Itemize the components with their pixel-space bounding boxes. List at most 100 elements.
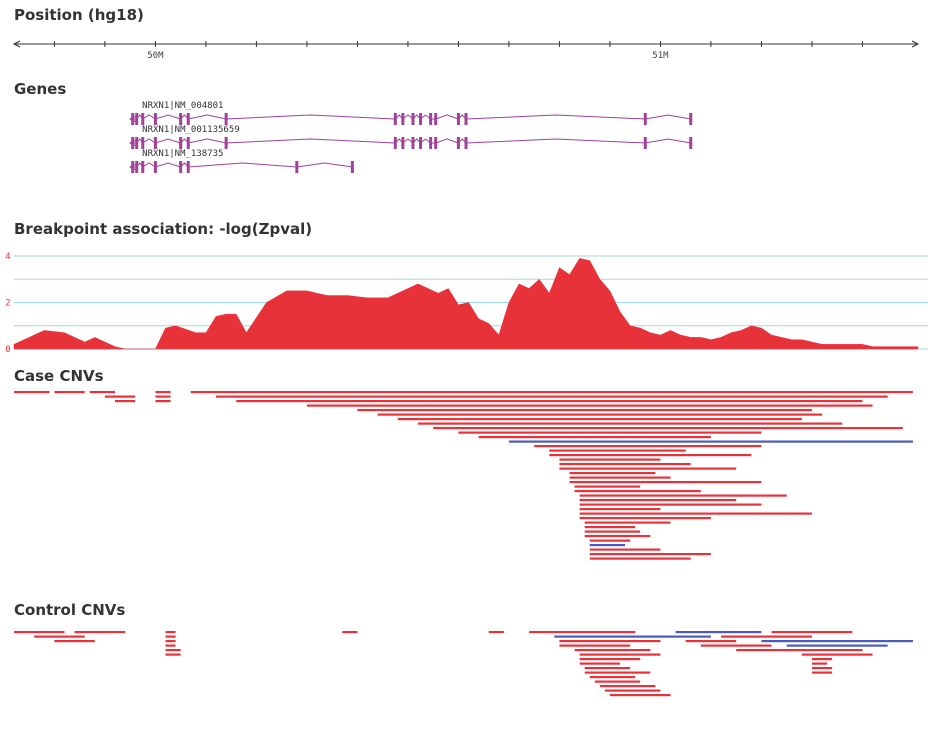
control-cnv-interval	[165, 640, 176, 643]
position-track-title: Position (hg18)	[14, 6, 144, 24]
case-cnv-interval	[589, 553, 711, 556]
gene-exon	[393, 137, 397, 149]
gene-exon	[186, 113, 190, 125]
gene-exon	[401, 137, 405, 149]
case-cnv-interval	[584, 521, 671, 524]
gene-exon	[434, 137, 438, 149]
gene-exon	[135, 137, 139, 149]
case-cnv-interval	[589, 539, 631, 542]
case-cnv-interval	[14, 391, 50, 394]
gene-exon	[643, 113, 647, 125]
case-cnv-interval	[579, 499, 737, 502]
control-cnv-interval	[761, 640, 913, 643]
case-cnv-interval	[584, 530, 641, 533]
case-cnv-interval	[559, 467, 737, 470]
gene-exon	[350, 161, 354, 173]
gene-intron-line	[132, 114, 691, 120]
control-cnv-interval	[736, 649, 863, 652]
ruler-tick-label: 50M	[147, 51, 164, 61]
gene-transcript-label: NRXN1|NM_001135659	[142, 125, 240, 135]
control-cnv-interval	[609, 694, 671, 697]
control-cnv-interval	[165, 653, 181, 656]
case-cnv-interval	[508, 440, 913, 443]
case-cnv-interval	[190, 391, 913, 394]
control-cnv-interval	[599, 685, 656, 688]
case-cnv-interval	[589, 548, 661, 551]
genes-track-title: Genes	[14, 80, 67, 98]
control-cnv-interval	[604, 689, 661, 692]
gene-exon	[411, 113, 415, 125]
gene-exon	[295, 161, 299, 173]
case-cnv-interval	[579, 503, 762, 506]
gene-exon	[224, 113, 228, 125]
control-cnv-interval	[579, 662, 621, 665]
control-cnv-track-title: Control CNVs	[14, 601, 126, 619]
control-cnv-interval	[559, 640, 661, 643]
control-cnv-interval	[801, 653, 873, 656]
control-cnv-interval	[74, 631, 126, 634]
control-cnv-interval	[554, 635, 711, 638]
control-cnv-interval	[685, 640, 737, 643]
gene-exon	[153, 137, 157, 149]
control-cnv-interval	[771, 631, 853, 634]
case-cnv-interval	[574, 490, 701, 493]
gene-exon	[419, 137, 423, 149]
gene-transcript-label: NRXN1|NM_138735	[142, 149, 223, 159]
case-cnv-interval	[155, 400, 171, 403]
gene-exon	[429, 113, 433, 125]
gene-exon	[401, 113, 405, 125]
case-cnv-interval	[584, 526, 636, 529]
case-cnv-interval	[89, 391, 116, 394]
control-cnv-interval	[579, 653, 661, 656]
gene-exon	[434, 113, 438, 125]
gene-intron-line	[132, 162, 353, 168]
breakpoint-track-title: Breakpoint association: -log(Zpval)	[14, 220, 313, 238]
gene-exon	[141, 113, 145, 125]
control-cnv-interval	[584, 671, 651, 674]
case-cnv-track-title: Case CNVs	[14, 367, 104, 385]
control-cnv-interval	[700, 644, 772, 647]
gene-exon	[179, 161, 183, 173]
control-cnv-interval	[488, 631, 504, 634]
gene-exon	[643, 137, 647, 149]
gene-exon	[141, 137, 145, 149]
gene-exon	[179, 137, 183, 149]
case-cnv-interval	[579, 517, 711, 520]
control-cnv-interval	[579, 658, 641, 661]
case-cnv-interval	[584, 535, 651, 538]
case-cnv-interval	[549, 454, 752, 457]
control-cnv-interval	[811, 658, 833, 661]
control-cnv-interval	[54, 640, 95, 643]
case-cnv-interval	[54, 391, 85, 394]
case-cnv-interval	[433, 427, 903, 430]
gene-exon	[411, 137, 415, 149]
case-cnv-interval	[549, 449, 686, 452]
case-cnv-interval	[377, 413, 823, 416]
gene-intron-line	[132, 138, 691, 144]
case-cnv-interval	[569, 476, 671, 479]
gene-exon	[464, 137, 468, 149]
breakpoint-y-tick-label: 4	[5, 252, 10, 262]
gene-exon	[131, 161, 135, 173]
gene-exon	[141, 161, 145, 173]
gene-exon	[689, 137, 693, 149]
control-cnv-interval	[14, 631, 65, 634]
case-cnv-interval	[357, 409, 812, 412]
case-cnv-interval	[478, 436, 711, 439]
control-cnv-interval	[811, 671, 833, 674]
case-cnv-interval	[589, 544, 626, 547]
case-cnv-interval	[559, 458, 661, 461]
case-cnv-interval	[216, 395, 888, 398]
gene-exon	[131, 137, 135, 149]
breakpoint-y-tick-label: 2	[5, 299, 10, 309]
ruler-tick-label: 51M	[652, 51, 669, 61]
case-cnv-interval	[589, 557, 691, 560]
case-cnv-interval	[458, 431, 762, 434]
gene-exon	[429, 137, 433, 149]
breakpoint-area-series	[13, 258, 919, 350]
gene-exon	[689, 113, 693, 125]
gene-exon	[456, 113, 460, 125]
control-cnv-interval	[721, 635, 812, 638]
control-cnv-interval	[589, 676, 636, 679]
ruler-right-arrow	[911, 40, 920, 48]
